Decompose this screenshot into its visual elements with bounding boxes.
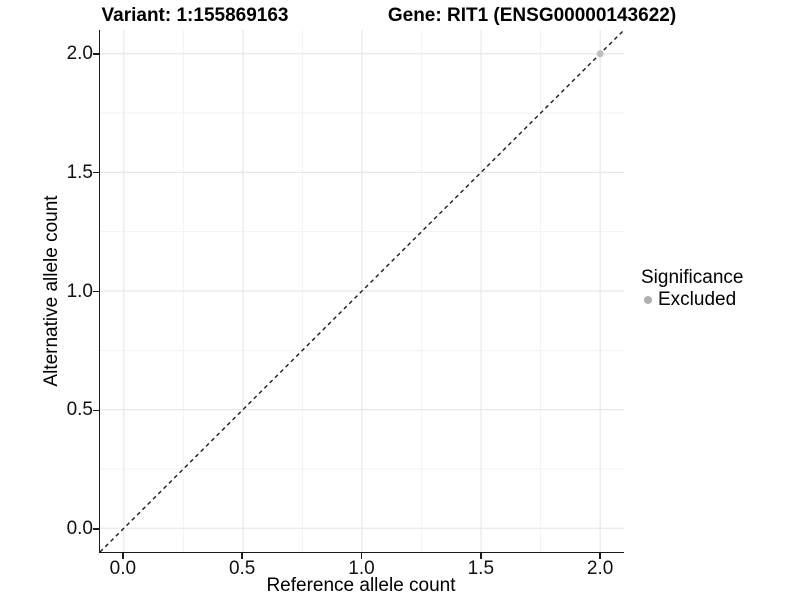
- identity-dashed-line: [100, 30, 624, 552]
- plot-title-gene: Gene: RIT1 (ENSG00000143622): [387, 5, 677, 26]
- legend: Significance Excluded: [641, 267, 743, 310]
- legend-item-label: Excluded: [658, 289, 737, 310]
- x-tick-mark: [122, 553, 124, 559]
- y-tick-label: 2.0: [66, 42, 93, 64]
- x-tick-label: 0.5: [228, 558, 256, 579]
- x-tick-label: 0.0: [109, 558, 137, 579]
- x-axis-title: Reference allele count: [266, 575, 456, 596]
- y-tick-mark: [93, 290, 99, 293]
- plot-title-variant: Variant: 1:155869163: [101, 5, 289, 26]
- y-tick-label: 0.0: [66, 518, 93, 540]
- x-tick-label: 2.0: [586, 558, 614, 579]
- y-axis-title: Alternative allele count: [41, 195, 62, 387]
- legend-items: Excluded: [641, 290, 743, 310]
- legend-title: Significance: [641, 267, 744, 288]
- x-tick-label: 1.0: [348, 558, 375, 579]
- x-tick-label: 1.5: [467, 558, 495, 579]
- x-tick-mark: [241, 553, 243, 559]
- legend-point-icon: [644, 296, 652, 304]
- x-tick-mark: [599, 553, 601, 559]
- chart-area: [100, 30, 624, 552]
- x-tick-mark: [480, 553, 482, 559]
- legend-item: Excluded: [641, 290, 743, 310]
- y-tick-mark: [93, 171, 99, 174]
- y-tick-label: 1.0: [66, 280, 93, 302]
- y-tick-label: 0.5: [66, 399, 93, 421]
- y-tick-mark: [93, 53, 99, 55]
- plot-panel: [99, 30, 624, 553]
- data-point: [596, 50, 604, 58]
- y-tick-mark: [93, 528, 99, 530]
- y-tick-label: 1.5: [66, 161, 93, 183]
- y-tick-mark: [93, 409, 99, 412]
- x-tick-mark: [360, 553, 363, 559]
